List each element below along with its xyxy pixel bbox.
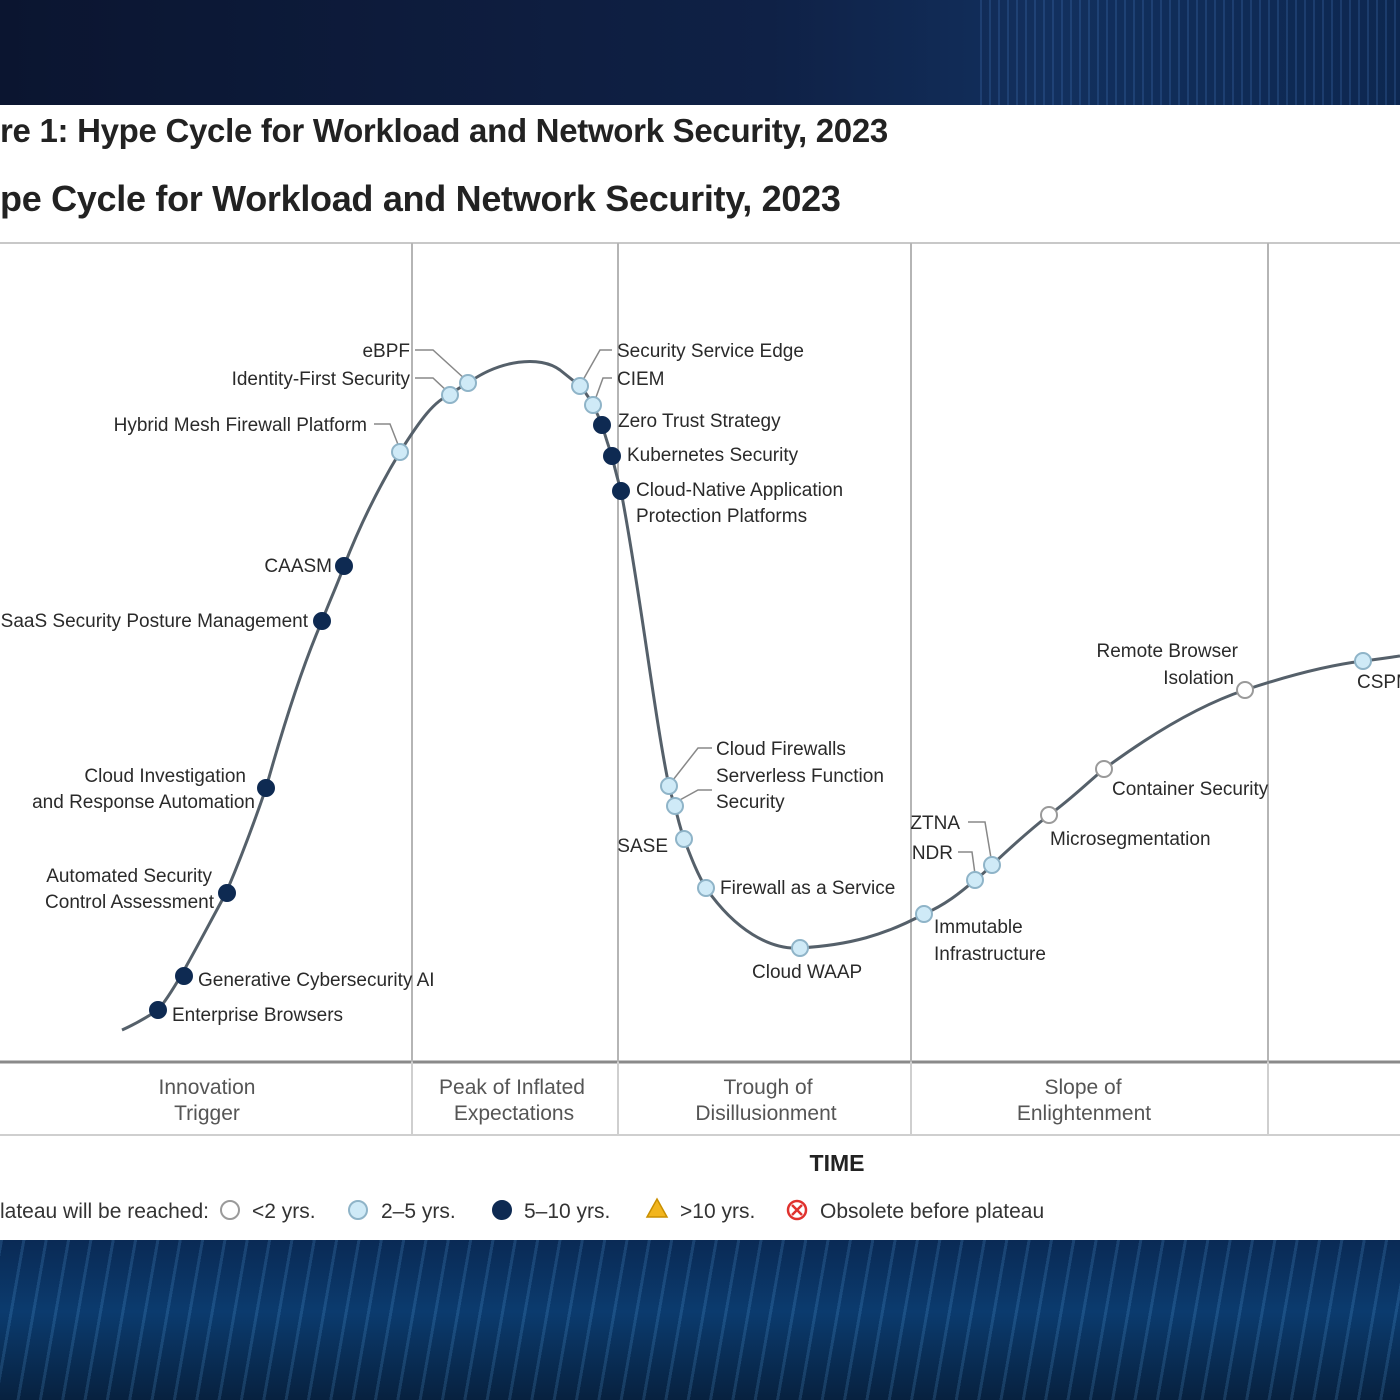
- leader-serverless: [677, 789, 712, 802]
- label-container-security: Container Security: [1112, 779, 1269, 800]
- leader-lines: [374, 349, 992, 875]
- label-cloud-waap: Cloud WAAP: [752, 962, 862, 983]
- point-identity-first: [441, 386, 459, 404]
- leader-hmfp: [374, 423, 400, 448]
- legend-5to10-label: 5–10 yrs.: [524, 1200, 610, 1223]
- label-enterprise-browsers: Enterprise Browsers: [172, 1005, 343, 1026]
- point-ebpf: [459, 374, 477, 392]
- label-caasm: CAASM: [264, 556, 332, 577]
- point-generative-ai: [175, 967, 193, 985]
- phase-label-trough-line1: Trough of: [723, 1076, 812, 1099]
- label-immutable-line2: Infrastructure: [934, 944, 1046, 965]
- point-cspm: [1354, 652, 1372, 670]
- point-container-security: [1095, 760, 1113, 778]
- legend-lt2-marker: [220, 1200, 240, 1220]
- point-serverless: [666, 797, 684, 815]
- legend-obsolete-marker: [786, 1199, 808, 1221]
- phase-label-peak-line1: Peak of Inflated: [439, 1076, 585, 1099]
- phase-label-trough-line2: Disillusionment: [695, 1102, 836, 1125]
- legend-title: lateau will be reached:: [0, 1200, 209, 1223]
- legend-gt10-label: >10 yrs.: [680, 1200, 755, 1223]
- point-hmfp: [391, 443, 409, 461]
- point-zero-trust: [593, 416, 611, 434]
- phase-label-peak-line2: Expectations: [454, 1102, 574, 1125]
- point-sase: [675, 830, 693, 848]
- label-microsegmentation: Microsegmentation: [1050, 829, 1211, 850]
- label-ebpf: eBPF: [362, 341, 410, 362]
- label-serverless-line2: Security: [716, 792, 785, 813]
- label-asca-line1: Automated Security: [46, 866, 212, 887]
- point-ndr: [966, 871, 984, 889]
- label-serverless-line1: Serverless Function: [716, 766, 884, 787]
- label-rbi-line1: Remote Browser: [1097, 641, 1239, 662]
- point-sspm: [313, 612, 331, 630]
- label-immutable-line1: Immutable: [934, 917, 1023, 938]
- legend-gt10-marker: [645, 1197, 669, 1218]
- label-ciras-line2: and Response Automation: [32, 792, 255, 813]
- label-cloud-firewalls: Cloud Firewalls: [716, 739, 846, 760]
- figure-panel: [0, 105, 1400, 1240]
- label-sspm: SaaS Security Posture Management: [1, 611, 309, 632]
- leader-ndr: [958, 851, 976, 875]
- x-axis-label: TIME: [810, 1150, 865, 1176]
- point-kubernetes: [603, 447, 621, 465]
- chart-title: pe Cycle for Workload and Network Securi…: [0, 178, 841, 219]
- label-ndr: NDR: [912, 843, 953, 864]
- figure-caption: re 1: Hype Cycle for Workload and Networ…: [0, 112, 888, 149]
- label-zero-trust: Zero Trust Strategy: [618, 411, 781, 432]
- legend-obsolete-label: Obsolete before plateau: [820, 1200, 1044, 1223]
- point-cloud-firewalls: [660, 777, 678, 795]
- leader-sse: [582, 349, 612, 381]
- phase-label-innovation-line2: Trigger: [174, 1102, 240, 1125]
- label-fwaas: Firewall as a Service: [720, 878, 895, 899]
- label-hmfp: Hybrid Mesh Firewall Platform: [114, 415, 367, 436]
- point-sse: [571, 377, 589, 395]
- point-cnapp: [612, 482, 630, 500]
- label-asca-line2: Control Assessment: [45, 892, 215, 913]
- legend-2to5-marker: [348, 1200, 368, 1220]
- leader-ebpf: [415, 349, 467, 381]
- phase-label-slope-line2: Enlightenment: [1017, 1102, 1151, 1125]
- label-identity-first: Identity-First Security: [232, 369, 411, 390]
- point-caasm: [335, 557, 353, 575]
- legend: lateau will be reached: <2 yrs. 2–5 yrs.…: [0, 1197, 1044, 1223]
- point-ztna: [983, 856, 1001, 874]
- leader-identity: [415, 377, 449, 393]
- legend-5to10-marker: [492, 1200, 512, 1220]
- point-microsegmentation: [1040, 806, 1058, 824]
- label-sase: SASE: [617, 836, 668, 857]
- point-ciem: [584, 396, 602, 414]
- label-cnapp-line1: Cloud-Native Application: [636, 480, 843, 501]
- label-sse: Security Service Edge: [617, 341, 804, 362]
- label-ciras-line1: Cloud Investigation: [84, 766, 246, 787]
- legend-2to5-label: 2–5 yrs.: [381, 1200, 456, 1223]
- point-cloud-waap: [791, 939, 809, 957]
- label-ztna: ZTNA: [910, 813, 960, 834]
- phase-label-innovation-line1: Innovation: [159, 1076, 256, 1099]
- leader-ciem: [594, 377, 612, 401]
- label-generative-ai: Generative Cybersecurity AI: [198, 970, 435, 991]
- phase-label-slope-line1: Slope of: [1044, 1076, 1121, 1099]
- leader-ztna: [968, 821, 992, 859]
- label-cspm: CSPM: [1357, 672, 1400, 693]
- point-asca: [218, 884, 236, 902]
- point-enterprise-browsers: [149, 1001, 167, 1019]
- point-rbi: [1236, 681, 1254, 699]
- point-fwaas: [697, 879, 715, 897]
- label-cnapp-line2: Protection Platforms: [636, 506, 807, 527]
- legend-lt2-label: <2 yrs.: [252, 1200, 316, 1223]
- background-top: [0, 0, 1400, 105]
- leader-cloudfw: [672, 747, 712, 781]
- background-bottom: [0, 1240, 1400, 1400]
- point-ciras: [257, 779, 275, 797]
- label-ciem: CIEM: [617, 369, 665, 390]
- point-immutable: [915, 905, 933, 923]
- label-kubernetes: Kubernetes Security: [627, 445, 799, 466]
- label-rbi-line2: Isolation: [1163, 668, 1234, 689]
